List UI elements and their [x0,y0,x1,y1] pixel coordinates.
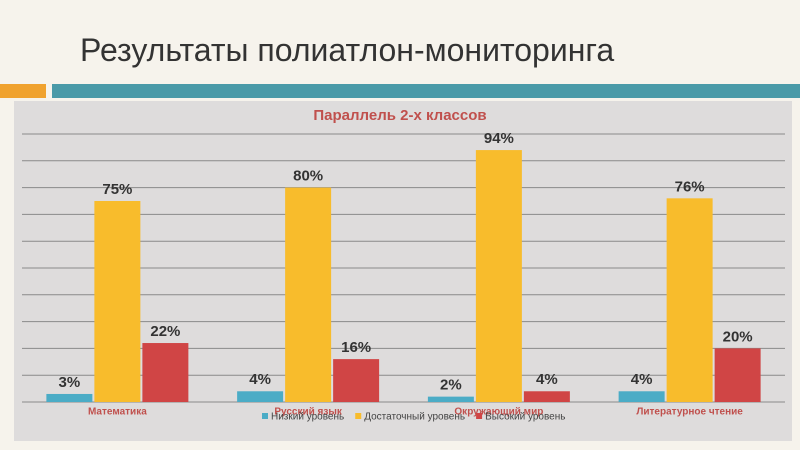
bar [618,391,665,402]
x-tick-label: Русский язык [274,407,343,418]
data-label: 3% [59,374,81,391]
bar [285,187,332,402]
bar [237,391,284,402]
bar [523,391,570,402]
legend-label: Низкий уровень [271,412,344,423]
data-label: 4% [249,371,271,388]
data-label: 2% [440,377,462,394]
data-label: 76% [675,178,705,195]
bar [666,198,713,402]
decor-strip [52,84,800,98]
data-label: 75% [102,181,132,198]
bar [714,348,761,402]
data-label: 4% [631,371,653,388]
decor-strip [0,84,46,98]
bar [475,150,522,402]
slide-title: Результаты полиатлон-мониторинга [80,32,615,68]
legend-label: Достаточный уровень [364,412,465,423]
x-tick-label: Литературное чтение [636,407,743,418]
legend-label: Высокий уровень [485,412,565,423]
bar [94,201,141,402]
chart-title: Параллель 2-х классов [313,107,486,124]
legend-swatch [355,413,362,419]
x-tick-label: Математика [88,407,147,418]
data-label: 94% [484,130,514,147]
data-label: 22% [150,323,180,340]
bar [46,393,93,402]
data-label: 80% [293,168,323,185]
bar [142,343,189,402]
data-label: 20% [723,328,753,345]
legend-swatch [262,413,268,419]
legend-swatch [476,413,483,419]
data-label: 4% [536,371,558,388]
bar [427,396,474,402]
data-label: 16% [341,339,371,356]
x-tick-label: Окружающий мир [454,407,543,418]
bar [333,359,380,402]
